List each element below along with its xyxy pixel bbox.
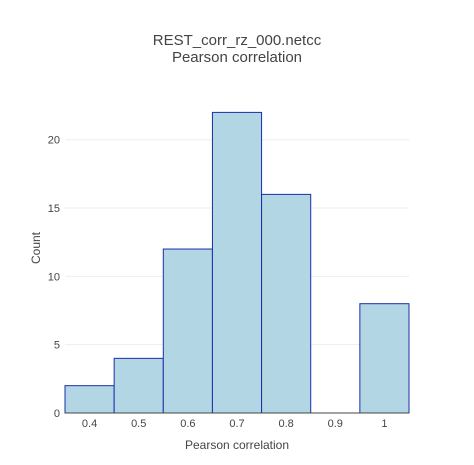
x-tick-label: 1 bbox=[381, 418, 387, 430]
axis-layer: 0 5 10 15 20 0.4 0.5 0.6 0.7 0.8 0.9 1 bbox=[48, 135, 409, 430]
histogram-bar bbox=[211, 111, 263, 414]
x-axis-title: Pearson correlation bbox=[185, 438, 289, 452]
histogram-bar bbox=[113, 357, 164, 414]
chart-title: REST_corr_rz_000.netcc bbox=[153, 32, 322, 49]
x-tick-label: 0.6 bbox=[180, 418, 195, 430]
y-axis-title: Count bbox=[29, 231, 43, 264]
x-tick-label: 0.9 bbox=[328, 418, 343, 430]
histogram-bar bbox=[162, 248, 213, 414]
histogram-bar bbox=[359, 303, 410, 414]
bars-layer bbox=[64, 111, 410, 414]
y-tick-label: 5 bbox=[54, 340, 60, 352]
x-tick-label: 0.5 bbox=[131, 418, 146, 430]
x-tick-label: 0.8 bbox=[278, 418, 293, 430]
x-tick-label: 0.7 bbox=[229, 418, 244, 430]
y-tick-label: 10 bbox=[48, 271, 60, 283]
y-tick-label: 15 bbox=[48, 203, 60, 215]
histogram-bar bbox=[261, 193, 312, 414]
y-tick-label: 20 bbox=[48, 135, 60, 147]
x-tick-label: 0.4 bbox=[82, 418, 97, 430]
histogram-bar bbox=[64, 385, 115, 414]
chart-subtitle: Pearson correlation bbox=[172, 49, 302, 66]
y-tick-label: 0 bbox=[54, 408, 60, 420]
